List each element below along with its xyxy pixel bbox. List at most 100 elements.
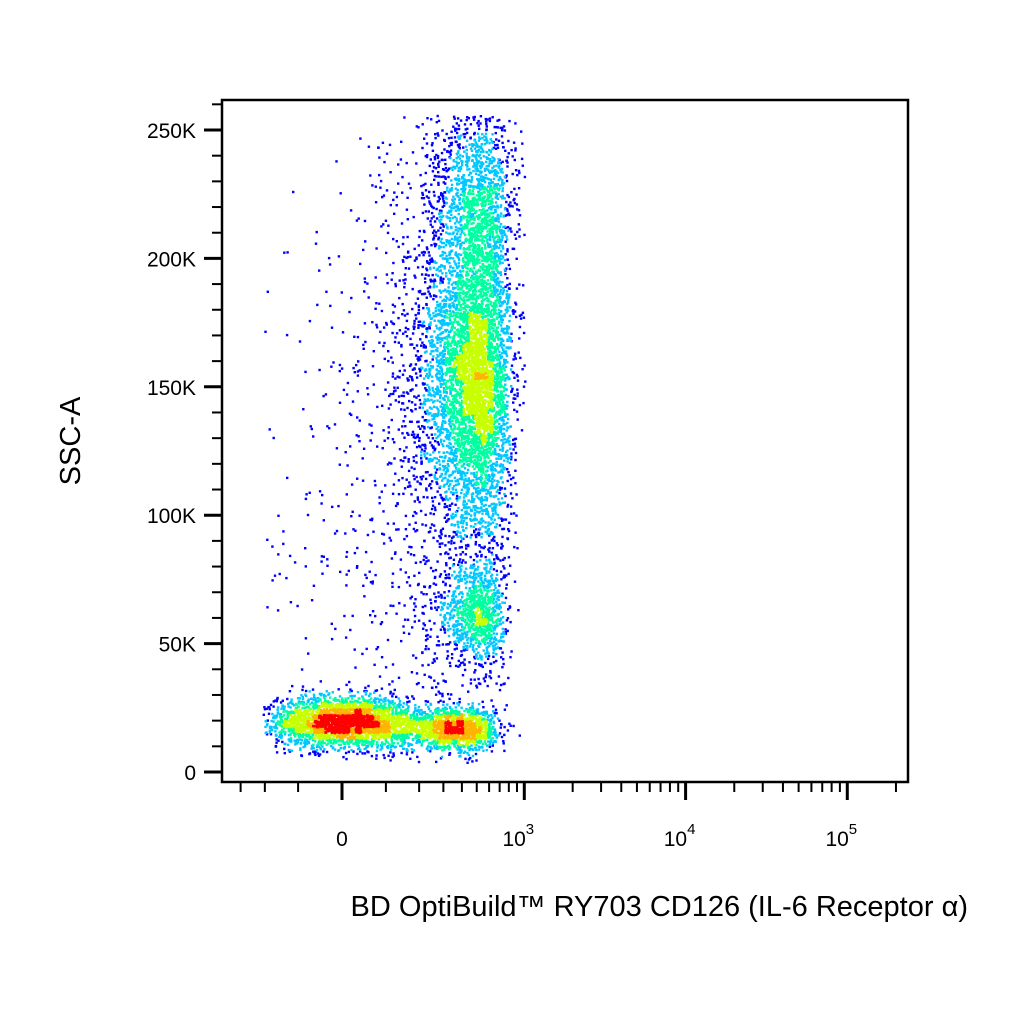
event-point <box>270 719 273 723</box>
event-point <box>335 447 339 450</box>
event-point <box>266 290 269 293</box>
event-point <box>445 482 449 486</box>
event-point <box>427 210 430 213</box>
event-point <box>415 435 419 439</box>
event-point <box>454 129 457 132</box>
event-point <box>501 234 504 238</box>
event-point <box>447 552 450 556</box>
event-point <box>503 632 506 635</box>
event-point <box>416 755 419 759</box>
event-point <box>490 718 493 721</box>
event-point <box>426 261 429 264</box>
event-point <box>401 242 405 246</box>
event-point <box>446 379 449 383</box>
event-point <box>451 422 454 426</box>
event-point <box>498 361 502 364</box>
event-point <box>477 119 480 123</box>
event-point <box>475 759 478 762</box>
event-point <box>427 705 430 709</box>
event-point <box>363 322 367 325</box>
event-point <box>421 406 424 409</box>
event-point <box>477 702 481 706</box>
event-point <box>495 607 498 610</box>
event-point <box>445 611 449 615</box>
event-point <box>490 573 494 576</box>
event-point <box>443 505 446 509</box>
event-point <box>477 507 480 510</box>
event-point <box>454 664 458 668</box>
event-point <box>303 745 307 748</box>
event-point <box>423 453 426 456</box>
event-point <box>441 372 445 376</box>
event-point <box>408 420 412 423</box>
event-point <box>331 691 334 694</box>
event-point <box>444 182 447 185</box>
event-point <box>427 647 430 651</box>
event-point <box>503 404 506 408</box>
event-point <box>332 361 335 364</box>
event-point <box>296 697 300 700</box>
event-point <box>484 555 487 559</box>
event-point <box>466 127 469 130</box>
event-point <box>477 532 481 535</box>
event-point <box>382 194 386 197</box>
event-point <box>459 639 462 642</box>
event-point <box>431 231 435 234</box>
event-point <box>345 493 348 496</box>
event-point <box>384 666 388 669</box>
event-point <box>441 272 444 275</box>
event-point <box>445 322 449 325</box>
event-point <box>453 201 456 204</box>
event-point <box>458 147 461 150</box>
event-point <box>506 413 509 416</box>
event-point <box>427 310 431 313</box>
event-point <box>475 150 478 153</box>
event-point <box>438 312 441 316</box>
event-point <box>476 712 480 716</box>
event-point <box>490 503 493 506</box>
event-point <box>454 282 458 286</box>
event-point <box>438 463 442 466</box>
event-point <box>502 441 505 444</box>
event-point <box>465 479 469 482</box>
event-point <box>430 444 434 447</box>
event-point <box>506 503 510 507</box>
event-point <box>460 519 463 522</box>
event-point <box>428 474 431 477</box>
event-point <box>467 690 470 693</box>
event-point <box>479 577 482 580</box>
event-point <box>500 232 504 235</box>
event-point <box>444 395 448 398</box>
event-point <box>464 187 467 190</box>
event-point <box>489 486 492 489</box>
event-point <box>429 412 432 415</box>
event-point <box>421 193 425 196</box>
event-point <box>522 284 525 287</box>
event-point <box>397 182 400 185</box>
event-point <box>440 218 443 221</box>
event-point <box>437 591 440 594</box>
event-point <box>370 754 374 758</box>
event-point <box>499 477 503 480</box>
event-point <box>498 486 502 489</box>
event-point <box>436 540 439 543</box>
event-point <box>435 608 438 612</box>
event-point <box>451 274 454 277</box>
event-point <box>385 273 389 276</box>
event-point <box>479 582 482 585</box>
event-point <box>438 244 441 248</box>
event-point <box>398 602 401 605</box>
event-point <box>480 509 483 512</box>
event-point <box>496 591 499 595</box>
event-point <box>429 361 432 364</box>
event-point <box>441 324 444 327</box>
event-point <box>365 576 368 580</box>
event-point <box>466 647 469 650</box>
event-point <box>378 694 382 697</box>
event-point <box>392 390 396 393</box>
event-point <box>513 310 517 313</box>
event-point <box>490 477 494 481</box>
event-point <box>463 663 466 666</box>
event-point <box>371 610 375 613</box>
event-point <box>471 274 474 278</box>
